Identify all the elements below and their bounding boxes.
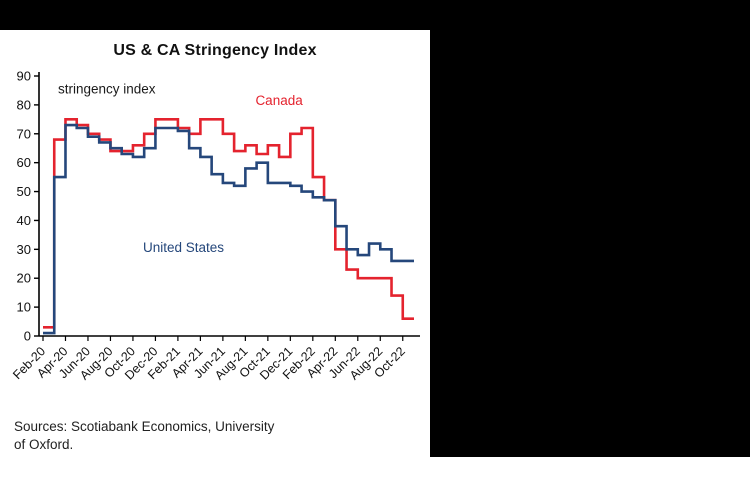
united-states-series-label: United States (143, 240, 224, 255)
y-tick-label: 80 (17, 97, 31, 112)
source-note-line2: of Oxford. (14, 437, 74, 453)
chart-region: US & CA Stringency Index 0 10 20 30 40 50 60 70… (0, 30, 430, 483)
y-tick-label: 20 (17, 271, 31, 286)
stringency-line-chart: 0102030405060708090Feb-20Apr-20Jun-20Aug… (10, 69, 420, 383)
y-tick-label: 30 (17, 242, 31, 257)
canada-line (43, 118, 414, 329)
y-tick-label: 70 (17, 126, 31, 141)
canada-series-label: Canada (255, 93, 303, 108)
y-tick-label: 0 (24, 329, 31, 344)
chart-title: US & CA Stringency Index (113, 42, 317, 59)
right-black-panel (430, 0, 750, 457)
united-states-line (43, 123, 414, 335)
y-tick-label: 90 (17, 69, 31, 84)
y-tick-label: 10 (17, 300, 31, 315)
y-tick-label: 50 (17, 184, 31, 199)
inner-axis-label: stringency index (58, 81, 156, 96)
source-note-line1: Sources: Scotiabank Economics, Universit… (14, 419, 275, 434)
source-note: Sources: Scotiabank Economics, Universit… (0, 418, 430, 454)
chart-canvas-wrap: 0 10 20 30 40 50 60 70 80 90 Feb-20 Apr-20 Jun-20 Aug… (0, 64, 430, 416)
y-tick-label: 60 (17, 155, 31, 170)
y-tick-label: 40 (17, 213, 31, 228)
top-black-bar (0, 0, 430, 30)
